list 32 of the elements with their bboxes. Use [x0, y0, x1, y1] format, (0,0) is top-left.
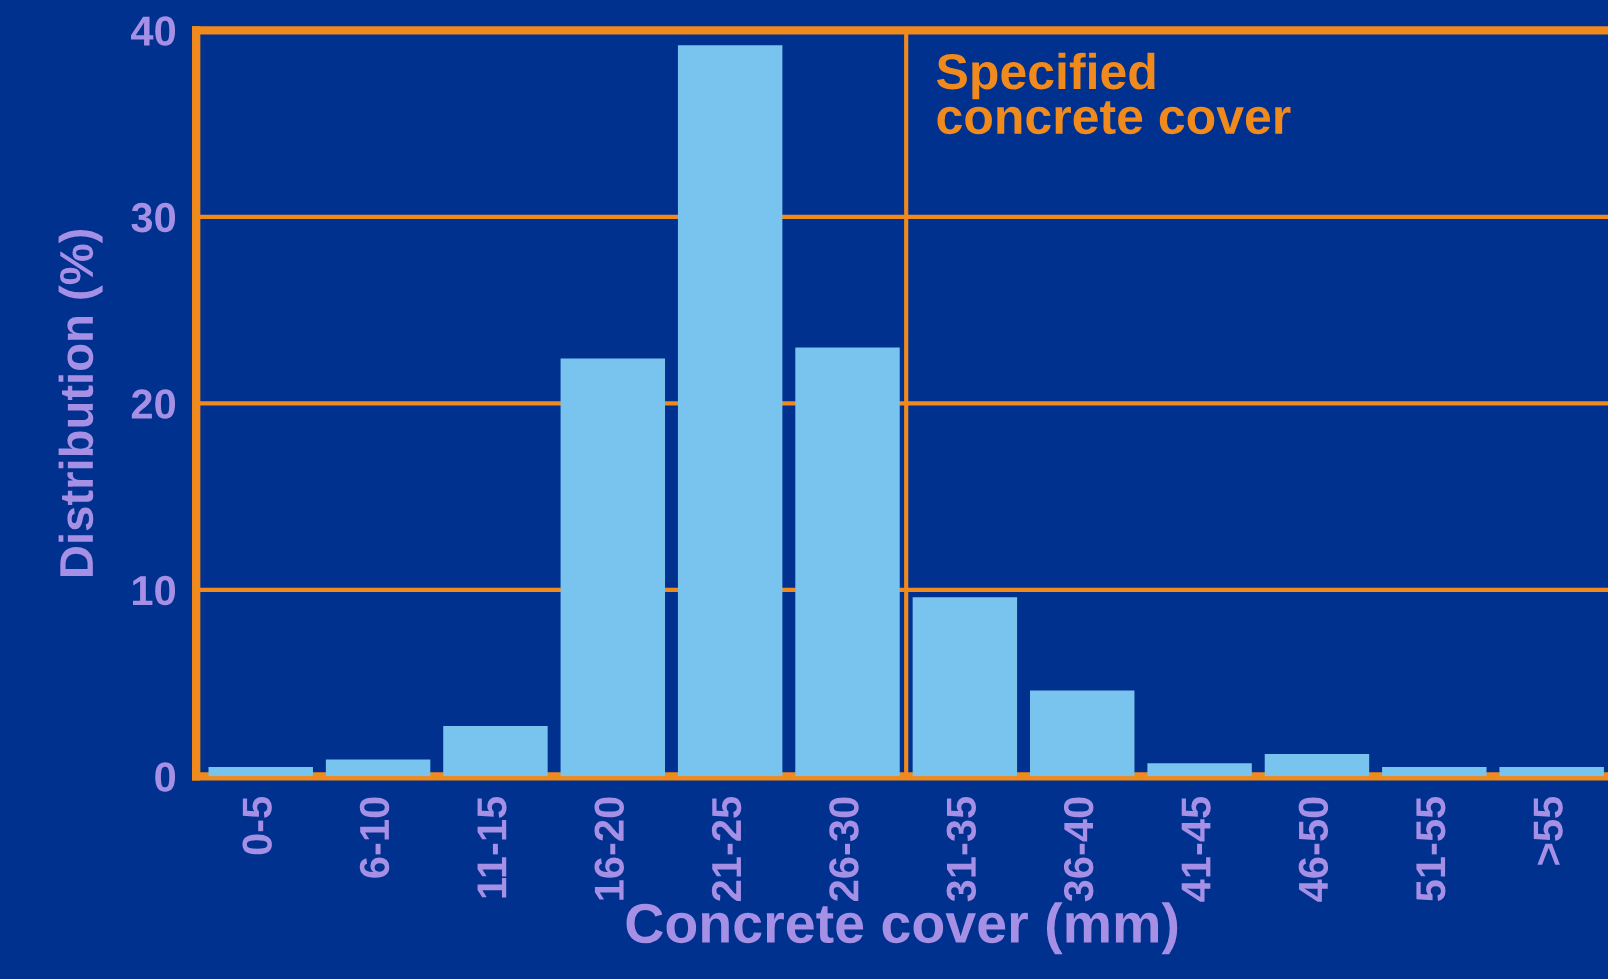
x-tick-label: 0-5 — [242, 796, 272, 855]
bar — [677, 45, 783, 777]
y-tick-label: 40 — [131, 16, 176, 46]
bar — [1264, 753, 1370, 777]
x-tick-label: 31-35 — [946, 796, 977, 902]
bar — [325, 759, 431, 777]
bar — [1499, 767, 1604, 777]
x-tick-label: 26-30 — [829, 797, 859, 901]
x-tick-label: 6-10 — [359, 797, 390, 878]
bar — [1030, 690, 1135, 777]
x-tick-label: >55 — [1533, 796, 1563, 865]
bar — [795, 347, 900, 777]
x-tick-label: 16-20 — [594, 797, 624, 900]
x-axis-title: Concrete cover (mm) — [626, 902, 1178, 955]
annotation: Specified concrete cover — [936, 52, 1291, 135]
x-tick-label: 11-15 — [477, 796, 507, 898]
bar — [912, 597, 1018, 777]
y-axis-title: Distribution (%) — [58, 229, 103, 576]
bar — [1382, 767, 1487, 777]
x-tick-label: 36-40 — [1063, 797, 1094, 902]
bar — [208, 767, 313, 777]
x-tick-label: 21-25 — [711, 796, 742, 901]
bar — [1147, 763, 1252, 777]
y-tick-label: 20 — [131, 389, 176, 419]
y-tick-label: 10 — [133, 575, 176, 606]
x-tick-label: 51-55 — [1416, 796, 1446, 902]
x-tick-label: 41-45 — [1181, 796, 1211, 902]
bar — [443, 725, 548, 777]
x-tick-label: 46-50 — [1298, 797, 1329, 902]
y-tick-label: 30 — [131, 202, 176, 233]
bar — [560, 358, 666, 777]
y-tick-label: 0 — [155, 762, 176, 792]
